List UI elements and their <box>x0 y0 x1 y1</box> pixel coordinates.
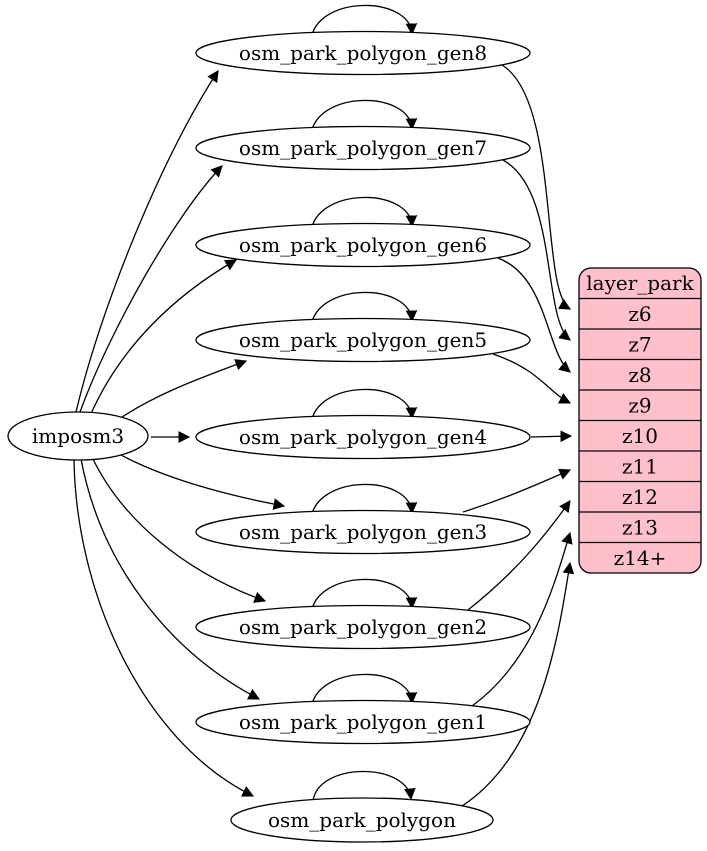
edge-imposm3-osm-park-polygon <box>73 459 255 797</box>
table-ellipse-gen4 <box>195 414 531 460</box>
edge-osm-park-polygon-z14 <box>461 561 575 807</box>
layer-row-z8: z8 <box>628 363 651 387</box>
imposm3-label: imposm3 <box>32 424 124 448</box>
layer-row-z13: z13 <box>622 516 658 540</box>
selfloop-gen1 <box>310 673 418 710</box>
table-label-gen5: osm_park_polygon_gen5 <box>239 328 487 352</box>
table-node-gen4: osm_park_polygon_gen4 <box>195 414 531 460</box>
table-ellipse-gen8 <box>195 30 531 76</box>
edge-gen7-z7 <box>502 159 571 341</box>
selfloop-gen3 <box>310 483 418 520</box>
table-label-gen1: osm_park_polygon_gen1 <box>239 710 487 734</box>
edge-gen1-z13 <box>471 531 573 707</box>
edge-imposm3-gen8 <box>75 70 219 413</box>
layer-park-title: layer_park <box>586 271 694 295</box>
layer-row-z6: z6 <box>628 302 651 326</box>
table-label-osm-park-polygon: osm_park_polygon <box>268 808 456 832</box>
table-node-gen8: osm_park_polygon_gen8 <box>195 30 531 76</box>
selfloop-gen6 <box>310 196 418 233</box>
table-ellipse-gen2 <box>195 604 531 650</box>
layer-row-z11: z11 <box>622 455 658 479</box>
table-label-gen6: osm_park_polygon_gen6 <box>239 233 487 257</box>
edge-imposm3-gen2 <box>91 456 267 603</box>
edge-imposm3-gen1 <box>80 458 261 700</box>
table-ellipse-gen7 <box>195 125 531 171</box>
layer-row-z7: z7 <box>628 333 651 357</box>
edge-gen4-z10 <box>530 430 573 443</box>
selfloop-gen7 <box>310 99 418 136</box>
layer-row-z12: z12 <box>622 485 658 509</box>
selfloop-osm-park-polygon <box>312 770 416 802</box>
table-ellipse-gen3 <box>195 509 531 555</box>
table-node-gen3: osm_park_polygon_gen3 <box>195 509 531 555</box>
edge-imposm3-gen5 <box>111 359 248 425</box>
selfloop-gen4 <box>310 388 418 425</box>
edges-group <box>73 4 575 807</box>
edge-gen5-z9 <box>492 353 572 404</box>
table-label-gen8: osm_park_polygon_gen8 <box>239 41 487 65</box>
edge-gen2-z12 <box>467 500 571 611</box>
selfloop-gen5 <box>310 291 418 328</box>
table-label-gen7: osm_park_polygon_gen7 <box>239 136 487 160</box>
layer-row-z9: z9 <box>628 394 651 418</box>
edge-imposm3-gen6 <box>89 259 238 417</box>
nodes-group: imposm3 osm_park_polygon_gen8 osm_park_p… <box>7 30 702 843</box>
edge-imposm3-gen3 <box>111 449 286 510</box>
edge-gen3-z11 <box>462 468 572 513</box>
table-node-gen6: osm_park_polygon_gen6 <box>195 222 531 268</box>
table-label-gen4: osm_park_polygon_gen4 <box>239 425 487 449</box>
table-label-gen2: osm_park_polygon_gen2 <box>239 615 487 639</box>
selfloop-gen8 <box>310 4 418 41</box>
table-node-osm-park-polygon: osm_park_polygon <box>230 797 494 843</box>
table-label-gen3: osm_park_polygon_gen3 <box>239 520 487 544</box>
edge-gen8-z6 <box>501 64 572 310</box>
imposm3-node: imposm3 <box>7 411 149 461</box>
edge-imposm3-gen7 <box>79 165 223 413</box>
table-ellipse-gen5 <box>195 317 531 363</box>
table-ellipse-gen1 <box>195 699 531 745</box>
table-node-gen5: osm_park_polygon_gen5 <box>195 317 531 363</box>
table-node-gen1: osm_park_polygon_gen1 <box>195 699 531 745</box>
layer-park-node: layer_park z6 z7 z8 z9 z10 z11 z12 z13 z… <box>578 267 702 574</box>
layer-row-z14: z14+ <box>614 546 667 570</box>
selfloop-gen2 <box>310 578 418 615</box>
table-ellipse-gen6 <box>195 222 531 268</box>
imposm3-ellipse <box>7 411 149 461</box>
table-node-gen2: osm_park_polygon_gen2 <box>195 604 531 650</box>
layer-row-z10: z10 <box>622 424 658 448</box>
table-ellipse-osm-park-polygon <box>230 797 494 843</box>
table-node-gen7: osm_park_polygon_gen7 <box>195 125 531 171</box>
edge-gen6-z8 <box>497 257 571 373</box>
